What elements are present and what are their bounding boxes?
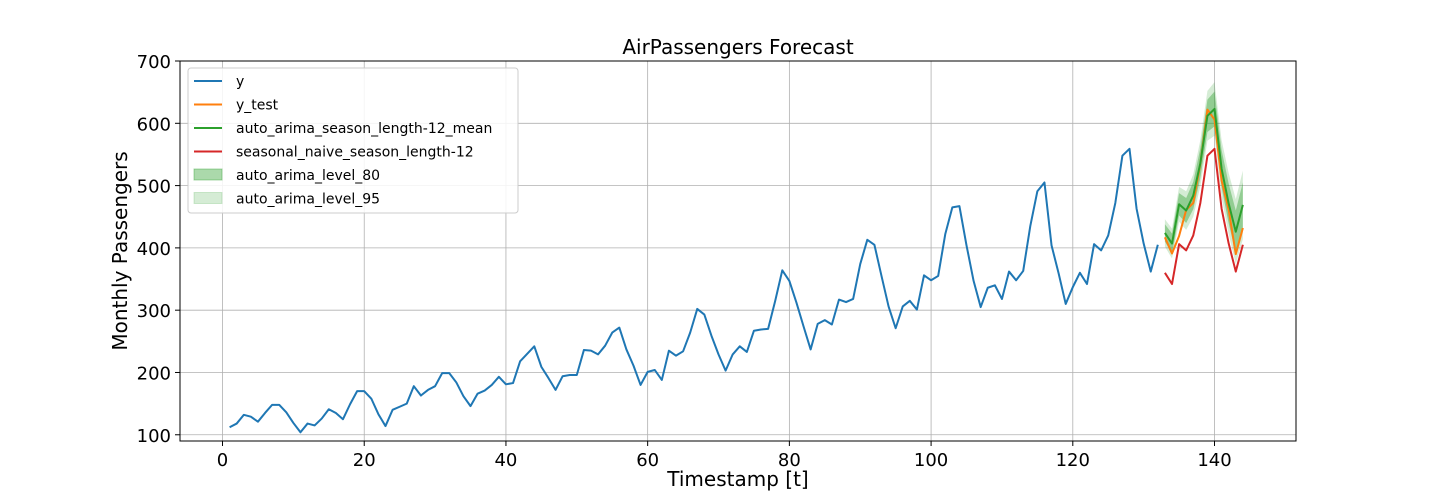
y-tick-label: 600 bbox=[137, 114, 171, 135]
legend-label: auto_arima_season_length-12_mean bbox=[236, 121, 492, 137]
legend-swatch bbox=[193, 168, 223, 181]
legend: y y_test auto_arima_season_length-12_means… bbox=[187, 67, 519, 214]
x-tick-label: 40 bbox=[494, 450, 517, 471]
x-tick-label: 0 bbox=[217, 450, 228, 471]
x-tick-label: 80 bbox=[778, 450, 801, 471]
chart-title: AirPassengers Forecast bbox=[622, 35, 853, 59]
y-axis-label: Monthly Passengers bbox=[108, 151, 132, 350]
series-line-auto_arima_season_length-12_mean bbox=[1164, 107, 1244, 245]
y-tick-label: 400 bbox=[137, 239, 171, 260]
plot-area-frame bbox=[179, 60, 1297, 442]
series-lines bbox=[229, 107, 1244, 434]
legend-box bbox=[187, 67, 519, 214]
x-tick-label: 60 bbox=[636, 450, 659, 471]
y-tick-label: 100 bbox=[137, 426, 171, 447]
legend-label: y_test bbox=[236, 98, 279, 114]
series-line-y bbox=[229, 147, 1159, 434]
x-tick-label: 120 bbox=[1056, 450, 1090, 471]
legend-swatch bbox=[193, 192, 223, 204]
x-tick-label: 140 bbox=[1197, 450, 1231, 471]
series-line-seasonal_naive_season_length-12 bbox=[1164, 147, 1244, 286]
axis-ticks: 0 20 40 60 80 100 120 140 100 200 300 400 500 600 700 bbox=[137, 52, 1232, 471]
legend-label: seasonal_naive_season_length-12 bbox=[236, 145, 474, 161]
legend-label: auto_arima_level_80 bbox=[236, 168, 380, 184]
x-tick-label: 20 bbox=[353, 450, 376, 471]
y-tick-label: 300 bbox=[137, 301, 171, 322]
legend-label: auto_arima_level_95 bbox=[236, 192, 380, 208]
legend-label: y bbox=[236, 74, 244, 90]
y-tick-label: 200 bbox=[137, 363, 171, 384]
x-tick-label: 100 bbox=[914, 450, 948, 471]
x-axis-label: Timestamp [t] bbox=[666, 467, 808, 491]
y-tick-label: 500 bbox=[137, 177, 171, 198]
y-tick-label: 700 bbox=[137, 52, 171, 73]
